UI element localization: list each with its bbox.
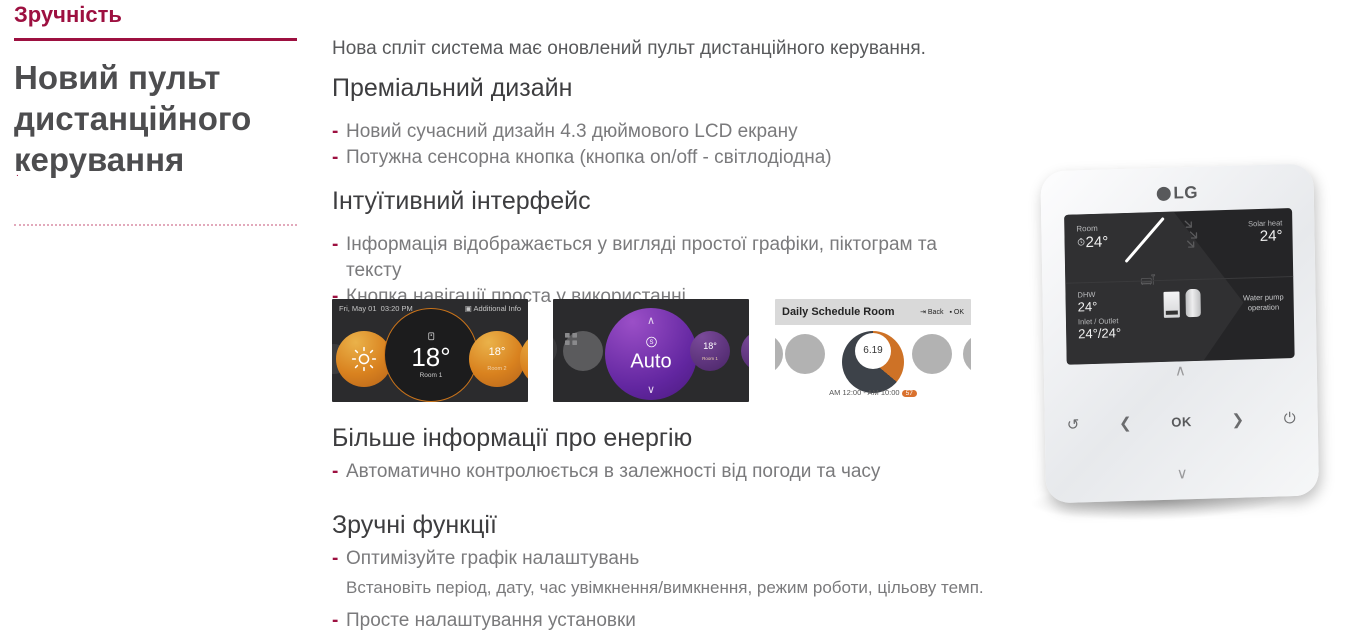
svg-text:S: S <box>649 340 653 346</box>
